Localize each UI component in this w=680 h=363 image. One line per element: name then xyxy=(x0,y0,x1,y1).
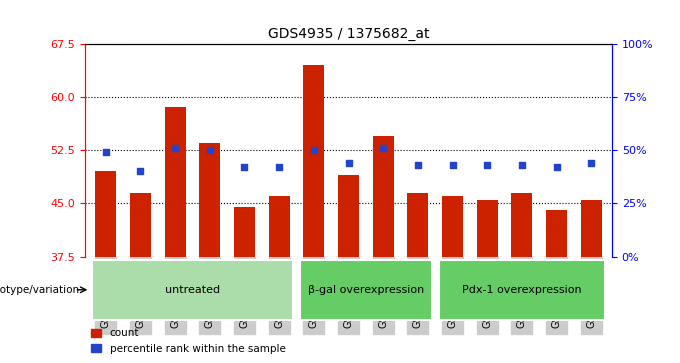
Bar xyxy=(511,193,532,257)
Point xyxy=(170,145,181,151)
FancyBboxPatch shape xyxy=(92,260,293,320)
Point xyxy=(551,164,562,170)
Bar xyxy=(477,200,498,257)
Bar xyxy=(269,196,290,257)
Point xyxy=(101,149,112,155)
Point xyxy=(516,162,527,168)
Point xyxy=(481,162,492,168)
Bar xyxy=(546,211,567,257)
Bar xyxy=(130,193,151,257)
FancyBboxPatch shape xyxy=(439,260,605,320)
Point xyxy=(135,168,146,174)
Point xyxy=(377,145,388,151)
Point xyxy=(343,160,354,166)
FancyBboxPatch shape xyxy=(300,260,432,320)
Text: genotype/variation: genotype/variation xyxy=(0,285,80,295)
Point xyxy=(412,162,423,168)
Point xyxy=(309,147,320,153)
Bar xyxy=(407,193,428,257)
Bar xyxy=(234,207,255,257)
Point xyxy=(447,162,458,168)
Bar xyxy=(95,171,116,257)
Bar xyxy=(442,196,463,257)
Text: untreated: untreated xyxy=(165,285,220,295)
Point xyxy=(274,164,285,170)
Point xyxy=(205,147,216,153)
Text: β-gal overexpression: β-gal overexpression xyxy=(308,285,424,295)
Point xyxy=(239,164,250,170)
Title: GDS4935 / 1375682_at: GDS4935 / 1375682_at xyxy=(268,27,429,41)
Text: Pdx-1 overexpression: Pdx-1 overexpression xyxy=(462,285,581,295)
Bar xyxy=(373,136,394,257)
Bar xyxy=(165,107,186,257)
Bar xyxy=(303,65,324,257)
Legend: count, percentile rank within the sample: count, percentile rank within the sample xyxy=(87,324,290,358)
Bar xyxy=(199,143,220,257)
Point xyxy=(585,160,596,166)
Bar xyxy=(338,175,359,257)
Bar xyxy=(581,200,602,257)
